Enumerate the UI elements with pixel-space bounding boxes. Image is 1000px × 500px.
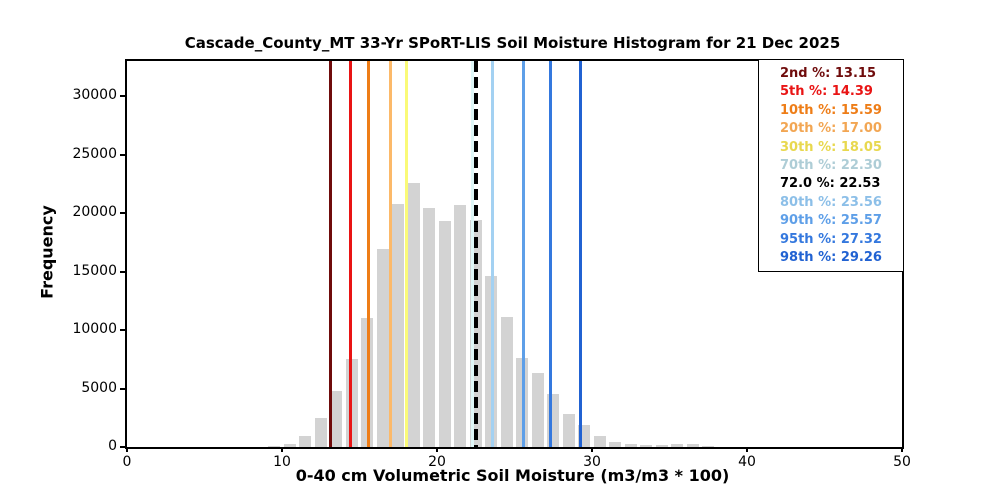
percentile-line-p5 [348, 61, 352, 447]
x-tick-mark [901, 447, 903, 452]
percentile-line-p10 [367, 61, 371, 447]
histogram-bar [407, 183, 420, 447]
legend-box: 2nd %: 13.15 5th %: 14.39 10th %: 15.59 20t… [758, 59, 904, 273]
x-tick-label: 20 [428, 454, 446, 470]
histogram-bar [299, 436, 312, 447]
y-tick-label: 15000 [72, 262, 117, 279]
histogram-bar [624, 444, 637, 447]
x-tick-mark [436, 447, 438, 452]
histogram-bar [500, 316, 513, 447]
legend-entry-p20: 20th %: 17.00 [780, 121, 882, 137]
histogram-bar [562, 413, 575, 447]
histogram-bar [330, 390, 343, 447]
x-tick-label: 0 [122, 454, 132, 470]
legend-entry-p98: 98th %: 29.26 [780, 250, 882, 266]
plot-area: 0 10 20 30 40 50 0 5000 10000 15000 20000 25000 3000… [72, 59, 911, 470]
histogram-bar [438, 220, 451, 447]
y-tick-mark [120, 95, 125, 98]
x-tick-mark [126, 447, 128, 452]
legend-entry-p2: 2nd %: 13.15 [780, 66, 877, 81]
x-tick-label: 10 [273, 454, 291, 470]
x-tick-label: 50 [893, 454, 911, 470]
x-axis-label: 0-40 cm Volumetric Soil Moisture (m3/m3 … [295, 466, 730, 485]
y-tick-label: 30000 [72, 87, 117, 104]
y-tick-label: 10000 [72, 321, 117, 338]
legend-entry-p70: 70th %: 22.30 [780, 158, 882, 174]
percentile-line-p72 [474, 61, 478, 447]
percentile-line-p95 [548, 61, 552, 447]
histogram-bar [345, 359, 358, 447]
x-tick-mark [591, 447, 593, 452]
histogram-bar [376, 249, 389, 447]
x-tick-label: 40 [738, 454, 756, 470]
legend-entry-p5: 5th %: 14.39 [780, 84, 873, 100]
histogram-bar [702, 445, 715, 447]
histogram-bar [671, 443, 684, 447]
histogram-bar [609, 442, 622, 447]
histogram-bar [640, 445, 653, 447]
legend-entry-p72: 72.0 %: 22.53 [780, 176, 881, 192]
x-tick-mark [281, 447, 283, 452]
histogram-bar [593, 435, 606, 447]
y-axis-label: Frequency [37, 205, 57, 299]
percentile-line-p2 [329, 61, 333, 447]
y-tick-label: 25000 [72, 145, 117, 162]
histogram-bar [423, 208, 436, 447]
histogram-bar [454, 204, 467, 447]
chart-title: Cascade_County_MT 33-Yr SPoRT-LIS Soil M… [184, 34, 841, 52]
y-tick-label: 0 [108, 438, 117, 454]
y-tick-mark [120, 329, 125, 332]
histogram-bar [268, 445, 281, 447]
percentile-line-p80 [490, 61, 494, 447]
y-tick-mark [120, 212, 125, 215]
histogram-bar [655, 444, 668, 447]
histogram-bar [531, 372, 544, 447]
y-tick-mark [120, 387, 125, 390]
percentile-line-p70 [471, 61, 475, 447]
histogram-bar [686, 444, 699, 447]
y-tick-label: 20000 [72, 204, 117, 221]
y-tick-mark [120, 153, 125, 156]
legend-entry-p90: 90th %: 25.57 [780, 213, 882, 229]
y-tick-label: 5000 [81, 379, 117, 396]
percentile-line-p20 [389, 61, 392, 447]
histogram-bar [392, 203, 405, 447]
percentile-line-p30 [405, 61, 409, 447]
percentile-line-p90 [521, 61, 525, 447]
histogram-bar [283, 443, 296, 447]
y-tick-mark [120, 446, 125, 448]
x-tick-label: 30 [583, 454, 601, 470]
x-tick-mark [746, 447, 748, 452]
percentile-line-p98 [579, 61, 583, 447]
y-tick-mark [120, 270, 125, 273]
legend-entry-p10: 10th %: 15.59 [780, 102, 882, 118]
legend-entry-p30: 30th %: 18.05 [780, 139, 882, 155]
histogram-bar [314, 417, 327, 447]
legend-entry-p95: 95th %: 27.32 [780, 231, 882, 247]
legend-entry-p80: 80th %: 23.56 [780, 194, 882, 210]
